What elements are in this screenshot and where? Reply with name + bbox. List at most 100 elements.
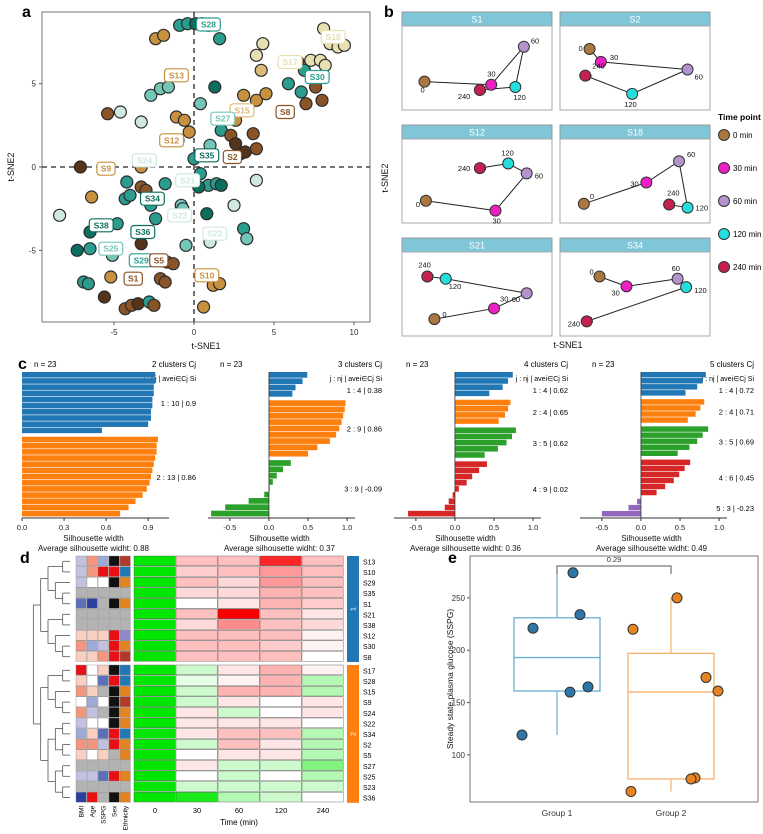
silhouette-bar: [268, 438, 330, 444]
silhouette-bar: [22, 455, 156, 461]
silhouette-bar: [640, 399, 705, 405]
silhouette-bar: [640, 378, 703, 384]
annotation-cell: [108, 555, 120, 567]
annotation-cell: [119, 587, 131, 598]
annotation-cell: [75, 555, 87, 567]
scatter-point: [249, 93, 263, 107]
heatmap-cell: [133, 791, 176, 803]
heatmap-cell: [133, 640, 176, 651]
heatmap-cell: [175, 760, 218, 771]
subject-label-box: [320, 29, 346, 45]
annotation-cell: [97, 675, 109, 686]
legend-label: 30 min: [733, 164, 757, 173]
annotation-cell: [86, 781, 98, 792]
annotation-cell: [119, 760, 131, 771]
annotation-cell: [97, 760, 109, 771]
data-point: [671, 592, 683, 604]
annotation-cell: [75, 685, 87, 697]
silhouette-bar: [454, 452, 485, 458]
cluster-summary-label: 3 : 5 | 0.69: [719, 437, 754, 446]
silhouette-bar: [454, 412, 505, 418]
subject-label: S23: [172, 210, 187, 220]
silhouette-bar: [22, 390, 154, 397]
scatter-point: [73, 160, 88, 174]
time-point: [520, 167, 533, 180]
heatmap-cell: [133, 685, 176, 697]
silhouette-bar: [264, 491, 269, 498]
heatmap-cell: [175, 738, 218, 750]
trajectory-segment: [626, 278, 678, 287]
time-point: [671, 272, 684, 285]
heatmap-cell: [133, 738, 176, 750]
time-point-label: 0: [590, 268, 594, 277]
silhouette-bar: [640, 426, 709, 432]
subject-label: S18: [326, 32, 341, 42]
panel-d-heatmap: S13S10S29S35S1S21S38S12S30S8S17S28S15S9S…: [32, 555, 376, 830]
annotation-cell: [86, 608, 98, 620]
annotation-cell: [75, 598, 87, 609]
subject-label: S10: [199, 270, 214, 280]
scatter-point: [81, 277, 96, 291]
y-axis-label: t-SNE2: [380, 163, 390, 192]
time-column-label: 0: [153, 806, 157, 815]
silhouette-bar: [268, 372, 308, 378]
silhouette-bar: [22, 479, 150, 486]
row-label: S29: [363, 581, 376, 588]
row-label: S1: [363, 602, 372, 609]
facet-title: S21: [469, 241, 485, 251]
heatmap-cell: [133, 707, 176, 718]
subject-label-box: [88, 218, 114, 233]
trajectory-segment: [445, 278, 527, 294]
heatmap-cell: [259, 738, 302, 750]
trajectory-segment: [600, 61, 688, 71]
heatmap-cell: [175, 696, 218, 707]
data-point: [700, 671, 712, 683]
heatmap-cell: [133, 598, 176, 609]
legend-label: 60 min: [733, 197, 757, 206]
silhouette-bar: [454, 461, 487, 467]
heatmap-cell: [259, 696, 302, 707]
annotation-cell: [86, 664, 98, 676]
row-label: S9: [363, 700, 372, 707]
clusters-header: 4 clusters Cj: [524, 360, 568, 369]
subject-label: S27: [215, 114, 230, 124]
y-tick-label: 100: [452, 751, 466, 760]
heatmap-cell: [175, 598, 218, 609]
cluster-bar: [347, 556, 359, 662]
scatter-point: [208, 80, 222, 94]
panel-letter-b: b: [384, 4, 394, 21]
silhouette-bar: [640, 471, 680, 478]
row-label: S13: [363, 559, 376, 566]
annotation-cell: [75, 619, 87, 630]
heatmap-cell: [217, 587, 260, 598]
heatmap-cell: [217, 577, 260, 588]
subject-label: S25: [103, 244, 118, 254]
annotation-cell: [75, 587, 87, 598]
average-width-label: Average silhousette widht: 0.49: [596, 544, 708, 553]
silhouette-bar: [22, 436, 158, 443]
heatmap-cell: [259, 598, 302, 609]
time-point-label: 120: [696, 204, 709, 213]
heatmap-cell: [133, 555, 176, 567]
cluster-summary-label: 1 : 10 | 0.9: [161, 399, 196, 408]
box: [627, 652, 715, 780]
annotation-cell: [119, 608, 131, 620]
silhouette-bar: [22, 442, 157, 449]
time-point-label: 0: [416, 200, 420, 209]
row-label: S12: [363, 634, 376, 641]
annotation-cell: [86, 685, 98, 697]
heatmap-cell: [259, 629, 302, 641]
heatmap-cell: [133, 651, 176, 662]
y-tick-label: 0: [32, 163, 37, 172]
heatmap-cell: [301, 587, 344, 598]
legend-swatch: [718, 162, 730, 174]
trajectory-segment: [495, 173, 528, 211]
annotation-cell: [75, 770, 87, 782]
x-tick-label: 0.0: [450, 523, 460, 532]
heatmap-cell: [133, 566, 176, 577]
cluster-summary-label: 2 : 13 | 0.86: [157, 473, 196, 482]
n-label: n = 23: [406, 360, 429, 369]
heatmap-cell: [217, 791, 260, 803]
scatter-point: [157, 28, 171, 42]
